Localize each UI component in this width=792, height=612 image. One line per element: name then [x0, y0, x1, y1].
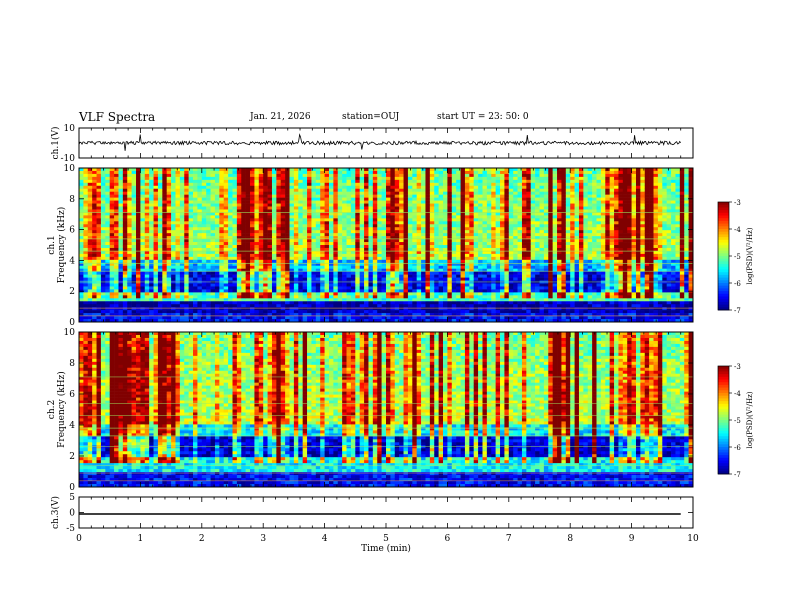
y-tick-label: 10 [64, 164, 76, 174]
y-tick-label: 2 [69, 452, 75, 462]
x-tick-label: 10 [687, 534, 699, 544]
colorbar-tick-label: -5 [734, 417, 741, 425]
y-axis-label: Frequency (kHz) [56, 371, 67, 448]
ch1-spectrogram-image [79, 168, 694, 323]
colorbar-tick-label: -5 [734, 253, 741, 261]
x-tick-label: 5 [383, 534, 389, 544]
y-tick-label: 6 [69, 226, 75, 236]
y-axis-label: ch.1(V) [50, 127, 61, 160]
y-tick-label: -10 [61, 154, 76, 164]
y-tick-label: 6 [69, 390, 75, 400]
y-tick-label: 0 [69, 483, 75, 493]
colorbar-tick-label: -4 [734, 390, 741, 398]
y-tick-label: 2 [69, 287, 75, 297]
colorbar-tick-label: -7 [734, 471, 741, 479]
y-tick-label: 0 [69, 509, 75, 519]
x-tick-label: 4 [322, 534, 328, 544]
ch1-waveform [78, 133, 682, 151]
colorbar-label: log(PSD)(V²/Hz) [746, 391, 754, 448]
x-tick-label: 1 [138, 534, 144, 544]
x-tick-label: 8 [567, 534, 573, 544]
y-axis-label: ch.1 [47, 235, 57, 254]
y-tick-label: 4 [69, 256, 75, 266]
station-label: station=OUJ [342, 112, 400, 122]
y-tick-label: -5 [66, 524, 75, 534]
y-tick-label: 8 [69, 195, 75, 205]
ch2-colorbar: -3 -4 -5 -6 -7 log(PSD)(V²/Hz) [717, 363, 754, 479]
ch1-colorbar: -3 -4 -5 -6 -7 log(PSD)(V²/Hz) [717, 199, 754, 315]
y-tick-label: 8 [69, 359, 75, 369]
x-tick-label: 0 [76, 534, 82, 544]
colorbar-tick-label: -3 [734, 199, 741, 207]
x-tick-label: 6 [445, 534, 451, 544]
start-time-label: start UT = 23: 50: 0 [437, 112, 529, 122]
y-tick-label: 5 [69, 493, 75, 503]
x-axis-label: Time (min) [361, 543, 411, 554]
colorbar-tick-label: -4 [734, 226, 741, 234]
colorbar-tick-label: -6 [734, 280, 741, 288]
colorbar-tick-label: -7 [734, 307, 741, 315]
y-tick-label: 0 [69, 318, 75, 328]
x-tick-label: 2 [199, 534, 205, 544]
chart-title: VLF Spectra [79, 110, 156, 124]
y-axis-label: ch.3(V) [50, 496, 61, 529]
y-axis-label: ch.2 [47, 400, 57, 419]
ch2-spectrogram-image [79, 332, 694, 488]
y-tick-label: 10 [64, 328, 76, 338]
y-axis-label: Frequency (kHz) [56, 207, 67, 284]
y-tick-label: 10 [64, 124, 76, 134]
colorbar-tick-label: -6 [734, 444, 741, 452]
colorbar-label: log(PSD)(V²/Hz) [746, 227, 754, 284]
colorbar-tick-label: -3 [734, 363, 741, 371]
ch1-waveform-line [78, 133, 682, 151]
date-label: Jan. 21, 2026 [250, 112, 311, 122]
x-tick-label: 7 [506, 534, 512, 544]
x-tick-label: 9 [629, 534, 635, 544]
y-tick-label: 4 [69, 421, 75, 431]
x-tick-label: 3 [260, 534, 266, 544]
